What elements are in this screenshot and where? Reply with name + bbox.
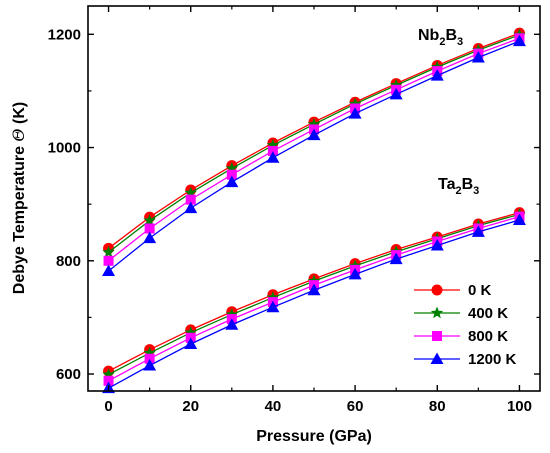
data-point <box>102 368 115 380</box>
data-point <box>430 238 444 251</box>
legend-marker <box>430 352 444 364</box>
series-0-k <box>103 27 525 377</box>
legend-label: 0 K <box>468 282 492 299</box>
data-point <box>144 353 155 364</box>
data-point <box>266 151 280 163</box>
series-line <box>108 37 520 262</box>
x-tick-label: 80 <box>429 398 446 415</box>
data-point <box>185 194 196 205</box>
legend-label: 800 K <box>468 328 508 345</box>
annotation-ta2b3-sub2: 3 <box>473 185 479 197</box>
x-tick-label: 40 <box>265 398 282 415</box>
data-point <box>389 252 403 265</box>
data-point <box>102 264 116 276</box>
annotation-nb2b3: Nb2B3 <box>418 27 463 48</box>
data-point <box>512 213 526 226</box>
y-tick-label: 600 <box>56 366 81 383</box>
data-point <box>102 245 115 258</box>
legend-marker <box>432 331 442 341</box>
legend-label: 400 K <box>468 305 508 322</box>
x-tick-label: 100 <box>507 398 532 415</box>
series-400-k <box>102 28 526 380</box>
series-line <box>108 219 520 389</box>
legend-label: 1200 K <box>468 351 517 368</box>
legend-marker <box>431 284 443 296</box>
annotation-nb2b3-sub2: 3 <box>457 36 463 48</box>
data-point <box>430 69 444 81</box>
data-point <box>103 375 114 386</box>
data-point <box>267 145 278 156</box>
annotation-nb2b3-sub1: 2 <box>439 36 445 48</box>
data-point <box>307 128 321 141</box>
series-line <box>108 32 520 249</box>
annotation-nb2b3-mid: B <box>445 27 457 44</box>
data-point <box>471 51 485 63</box>
data-point <box>143 214 156 226</box>
series-line <box>108 215 520 382</box>
y-axis-title: Debye Temperature Θ (K) <box>9 102 28 294</box>
y-axis-title-main: Debye Temperature <box>11 142 28 295</box>
data-point <box>512 34 526 47</box>
data-point <box>266 300 280 313</box>
data-point <box>348 107 362 119</box>
axis-ticks: 0 20 40 60 80 100 600 800 1000 1200 <box>48 6 540 415</box>
data-point <box>266 291 280 303</box>
data-point <box>143 231 157 244</box>
y-tick-label: 1000 <box>48 140 81 157</box>
data-point <box>143 359 157 371</box>
y-axis-title-symbol: Θ <box>9 128 28 141</box>
x-tick-label: 0 <box>104 398 112 415</box>
data-point <box>266 138 280 151</box>
data-point <box>184 186 197 199</box>
data-point <box>144 223 155 234</box>
annotation-ta2b3-mid: B <box>462 176 474 193</box>
data-point <box>348 97 362 110</box>
annotation-ta2b3-main: Ta <box>438 176 456 193</box>
data-point <box>184 326 197 338</box>
data-point <box>389 87 403 100</box>
data-point <box>307 283 321 296</box>
y-tick-label: 1200 <box>48 26 81 43</box>
series-line <box>108 40 520 272</box>
data-point <box>103 255 114 266</box>
data-point <box>471 225 485 237</box>
plot-area <box>102 27 526 394</box>
annotation-ta2b3: Ta2B3 <box>438 176 479 197</box>
annotation-ta2b3-sub1: 2 <box>455 185 461 197</box>
series-1200-k <box>102 34 526 394</box>
x-tick-label: 20 <box>182 398 199 415</box>
data-point <box>348 267 362 280</box>
legend: 0 K 400 K 800 K 1200 K <box>414 282 517 368</box>
data-point <box>226 169 237 180</box>
x-tick-label: 60 <box>347 398 364 415</box>
data-point <box>225 175 239 188</box>
data-point <box>184 337 198 350</box>
data-point <box>143 346 156 359</box>
annotation-nb2b3-main: Nb <box>418 27 440 44</box>
data-point <box>225 308 238 320</box>
compound-labels: Nb2B3 Ta2B3 <box>418 27 479 197</box>
legend-marker <box>430 306 444 319</box>
y-tick-label: 800 <box>56 253 81 270</box>
series-line <box>108 34 520 253</box>
data-point <box>390 78 403 91</box>
x-axis-title: Pressure (GPa) <box>256 428 372 445</box>
y-axis-title-unit: (K) <box>11 102 28 129</box>
data-point <box>307 117 321 130</box>
data-point <box>184 201 198 214</box>
data-point <box>225 161 238 174</box>
data-point <box>225 318 239 330</box>
